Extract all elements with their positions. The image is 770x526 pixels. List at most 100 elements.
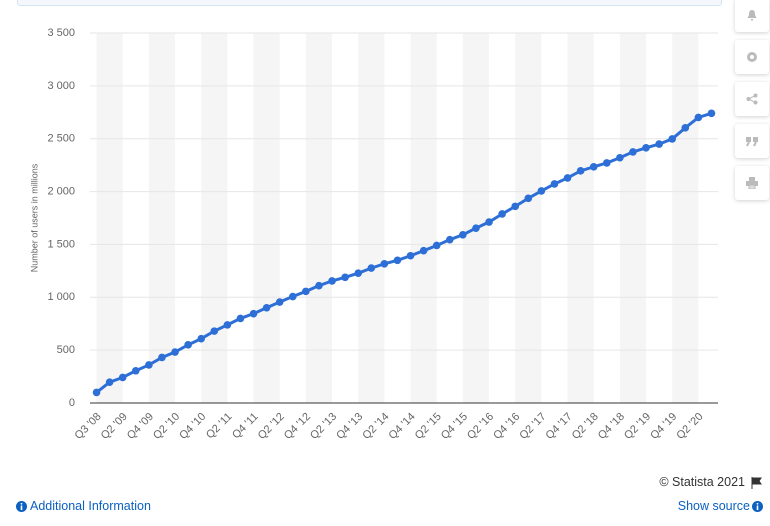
data-point (524, 194, 533, 203)
data-point (576, 167, 585, 175)
x-tick-label: Q2 '12 (256, 411, 287, 442)
data-point (655, 140, 663, 148)
data-point (563, 174, 572, 182)
x-tick-label: Q4 '14 (387, 411, 418, 442)
x-tick-label: Q2 '11 (204, 411, 235, 442)
x-tick-label: Q4 '11 (230, 411, 261, 442)
data-point (485, 218, 493, 226)
info-icon (16, 501, 27, 512)
x-tick-label: Q4 '16 (491, 411, 522, 442)
y-tick-label: 3 000 (47, 80, 75, 92)
background-band (358, 33, 385, 403)
background-band (96, 33, 123, 403)
data-point (315, 281, 323, 290)
x-tick-label: Q2 '10 (151, 411, 182, 442)
background-band (672, 33, 699, 403)
x-tick-label: Q2 '18 (570, 411, 601, 442)
y-axis-label: Number of users in millions (29, 163, 39, 272)
data-point (459, 231, 467, 239)
data-point (668, 135, 677, 143)
chart: Number of users in millions 0 500 1 000 1 5… (29, 27, 718, 442)
data-point (694, 113, 703, 122)
data-point (445, 235, 454, 244)
y-tick-label: 2 000 (47, 185, 75, 197)
show-source-link[interactable]: Show source (677, 499, 750, 513)
background-band (410, 33, 437, 403)
data-point (642, 144, 650, 152)
x-tick-label: Q4 '12 (282, 411, 313, 442)
x-tick-label: Q2 '15 (413, 411, 444, 442)
settings-button[interactable] (735, 40, 769, 74)
flag-icon (751, 477, 762, 489)
background-band (201, 33, 228, 403)
background-band (515, 33, 542, 403)
y-tick-label: 1 500 (47, 238, 75, 250)
data-point (249, 309, 258, 318)
top-box (17, 0, 722, 6)
x-tick-label: Q2 '14 (360, 411, 391, 442)
data-point (131, 366, 140, 375)
data-point (681, 124, 690, 132)
x-tick-label: Q2 '16 (465, 411, 496, 442)
data-point (145, 361, 153, 369)
additional-info-link[interactable]: Additional Information (30, 499, 151, 513)
x-tick-label: Q4 '13 (334, 411, 365, 442)
background-band (567, 33, 594, 403)
background-band (305, 33, 333, 403)
data-point (354, 269, 363, 277)
x-tick-label: Q2 '09 (99, 411, 130, 442)
data-point (236, 314, 245, 323)
data-point (158, 353, 166, 362)
data-point (92, 388, 101, 397)
print-button[interactable] (735, 166, 769, 200)
data-point (105, 378, 114, 386)
background-band (462, 33, 490, 403)
data-point (171, 348, 179, 356)
background-band (253, 33, 280, 403)
data-point (432, 241, 441, 250)
data-point (367, 264, 376, 272)
data-point (328, 277, 336, 285)
y-tick-label: 3 500 (47, 27, 75, 39)
y-tick-label: 2 500 (47, 133, 75, 145)
data-point (472, 224, 480, 232)
data-point (511, 202, 520, 211)
data-point (393, 256, 402, 265)
data-point (288, 292, 297, 301)
data-point (602, 159, 611, 167)
background-band (148, 33, 176, 403)
x-tick-label: Q2 '13 (308, 411, 339, 442)
x-tick-label: Q2 '20 (674, 411, 705, 442)
data-point (223, 321, 232, 329)
data-point (498, 210, 506, 218)
share-button[interactable] (735, 82, 769, 116)
x-tick-label: Q3 '08 (73, 411, 104, 442)
cite-button[interactable] (735, 124, 769, 158)
data-point (707, 109, 716, 118)
data-point (406, 251, 415, 260)
x-tick-label: Q2 '19 (622, 411, 653, 442)
x-tick-label: Q2 '17 (517, 411, 548, 442)
data-point (262, 303, 271, 312)
data-point (184, 341, 192, 349)
data-point (118, 373, 127, 382)
x-tick-label: Q4 '10 (177, 411, 208, 442)
y-tick-label: 1 000 (47, 291, 75, 303)
x-tick-label: Q4 '09 (125, 411, 156, 442)
x-tick-label: Q4 '15 (439, 411, 470, 442)
data-point (197, 334, 206, 343)
notification-button[interactable] (735, 0, 769, 32)
data-point (302, 287, 310, 296)
data-point (537, 187, 546, 195)
y-tick-label: 0 (69, 397, 75, 409)
data-point (616, 153, 624, 162)
data-point (275, 298, 284, 306)
info-icon (752, 501, 763, 512)
data-point (550, 180, 559, 188)
data-point (419, 246, 428, 255)
background-band (619, 33, 647, 403)
x-tick-label: Q4 '17 (544, 411, 575, 442)
data-point (380, 259, 389, 268)
x-tick-label: Q4 '19 (648, 411, 679, 442)
